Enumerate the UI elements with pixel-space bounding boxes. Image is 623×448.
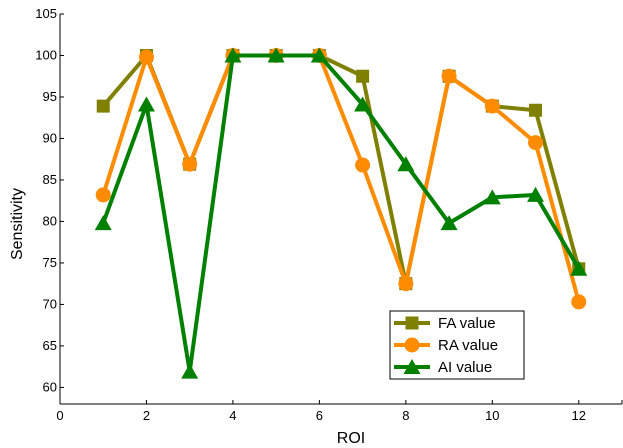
y-axis-title: Sensitivity (9, 188, 26, 260)
series-layer (94, 47, 588, 379)
x-axis-title: ROI (337, 430, 365, 447)
data-point-ai-value (224, 47, 242, 63)
data-point-ai-value (181, 363, 199, 379)
series-ra-value (95, 47, 587, 310)
data-point-ra-value (182, 156, 198, 172)
y-tick-label: 85 (43, 172, 57, 187)
axes (59, 14, 622, 405)
legend-label: FA value (438, 315, 496, 332)
series-line-ra-value (101, 53, 581, 303)
legend-label: RA value (438, 337, 498, 354)
data-point-fa-value (356, 69, 370, 83)
data-point-ai-value (354, 96, 372, 112)
series-ai-value (94, 47, 588, 379)
legend: FA value RA value AI value (389, 310, 525, 380)
data-point-ra-value (571, 294, 587, 310)
legend-label: AI value (438, 359, 492, 376)
data-point-ra-value (441, 68, 457, 84)
y-tick-label: 100 (35, 47, 57, 62)
data-point-ai-value (94, 215, 112, 231)
x-tick-label: 10 (485, 408, 499, 423)
y-tick-label: 105 (35, 6, 57, 21)
data-point-ra-value (95, 187, 111, 203)
legend-marker (405, 316, 419, 330)
x-tick-label: 2 (143, 408, 150, 423)
y-tick-label: 60 (43, 379, 57, 394)
data-point-ai-value (267, 47, 285, 63)
data-point-fa-value (96, 99, 110, 113)
x-tick-label: 12 (572, 408, 586, 423)
y-tick-label: 95 (43, 89, 57, 104)
y-tick-label: 80 (43, 213, 57, 228)
series-line-fa-value (101, 53, 581, 286)
data-point-ra-value (484, 98, 500, 114)
data-point-fa-value (529, 103, 543, 117)
data-point-ai-value (440, 215, 458, 231)
series-line-ai-value (101, 53, 581, 374)
data-point-ai-value (570, 260, 588, 276)
data-point-ra-value (398, 276, 414, 292)
data-point-ai-value (310, 47, 328, 63)
legend-item-fa-value: FA value (394, 315, 496, 332)
data-point-ai-value (483, 189, 501, 205)
x-tick-label: 0 (56, 408, 63, 423)
x-tick-label: 8 (402, 408, 409, 423)
x-ticks: 0 2 4 6 8 10 12 (56, 400, 623, 423)
legend-item-ra-value: RA value (394, 337, 498, 354)
data-point-ra-value (528, 135, 544, 151)
y-tick-label: 75 (43, 255, 57, 270)
y-tick-label: 90 (43, 130, 57, 145)
data-point-ai-value (397, 156, 415, 172)
data-point-ra-value (138, 49, 154, 65)
x-tick-label: 4 (229, 408, 236, 423)
legend-item-ai-value: AI value (394, 359, 492, 376)
x-tick-label: 6 (316, 408, 323, 423)
legend-marker (403, 359, 421, 374)
data-point-ai-value (137, 96, 155, 112)
y-tick-label: 65 (43, 338, 57, 353)
data-point-ai-value (527, 186, 545, 202)
y-ticks: 60 65 70 75 80 85 90 95 100 105 (35, 6, 64, 394)
y-tick-label: 70 (43, 296, 57, 311)
data-point-ra-value (355, 157, 371, 173)
legend-marker (404, 337, 420, 353)
